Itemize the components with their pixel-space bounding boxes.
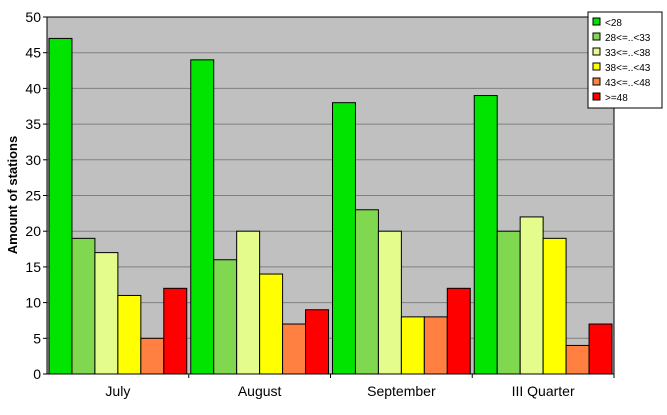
y-tick-label: 40 — [25, 80, 41, 96]
legend-box — [587, 11, 663, 109]
bar — [354, 209, 379, 375]
legend-swatch — [592, 92, 601, 101]
bar — [282, 323, 307, 375]
legend-label: 38<=..<43 — [605, 63, 651, 74]
bar — [71, 237, 96, 375]
y-tick-label: 45 — [25, 45, 41, 61]
bar — [473, 95, 498, 375]
bar — [496, 230, 521, 375]
x-axis-ticks: July August September III Quarter — [105, 374, 615, 399]
bar — [588, 323, 613, 375]
y-tick-label: 20 — [25, 223, 41, 239]
y-tick-label: 0 — [33, 366, 41, 382]
bar — [332, 102, 356, 375]
bar — [400, 316, 425, 375]
y-axis-label: Amount of stations — [5, 136, 20, 254]
bar — [259, 273, 284, 375]
legend-label: 43<=..<48 — [605, 78, 651, 89]
x-tick-label: August — [238, 383, 282, 399]
y-axis-ticks: 0 5 10 15 20 25 30 35 40 45 50 — [25, 9, 47, 382]
bar — [163, 287, 188, 375]
bar — [140, 337, 165, 375]
bar — [48, 37, 73, 375]
bar — [423, 316, 448, 375]
bar — [236, 230, 261, 375]
legend-swatch — [592, 32, 601, 41]
legend-label: <28 — [605, 18, 622, 29]
bar — [190, 59, 215, 375]
bar — [117, 294, 142, 375]
legend-swatch — [592, 17, 601, 26]
legend-label: 28<=..<33 — [605, 33, 651, 44]
y-tick-label: 50 — [25, 9, 41, 25]
bars — [48, 37, 613, 375]
bar — [377, 230, 402, 375]
bar — [446, 287, 471, 375]
y-tick-label: 10 — [25, 295, 41, 311]
bar — [542, 237, 567, 375]
x-tick-label: September — [367, 383, 436, 399]
y-tick-label: 30 — [25, 152, 41, 168]
bar — [305, 309, 329, 375]
y-tick-label: 15 — [25, 259, 41, 275]
y-tick-label: 5 — [33, 330, 41, 346]
legend-swatch — [592, 62, 601, 71]
bar — [213, 259, 238, 375]
legend-label: >=48 — [605, 93, 628, 104]
y-tick-label: 25 — [25, 188, 41, 204]
legend-swatch — [592, 47, 601, 56]
x-tick-label: III Quarter — [512, 383, 575, 399]
bar — [94, 252, 119, 375]
bar — [565, 344, 590, 375]
y-tick-label: 35 — [25, 116, 41, 132]
legend-label: 33<=..<38 — [605, 48, 651, 59]
legend: <28 28<=..<33 33<=..<38 38<=..<43 43<=..<48 >… — [587, 11, 663, 109]
legend-swatch — [592, 77, 601, 86]
x-tick-label: July — [105, 383, 130, 399]
bar — [519, 216, 544, 375]
